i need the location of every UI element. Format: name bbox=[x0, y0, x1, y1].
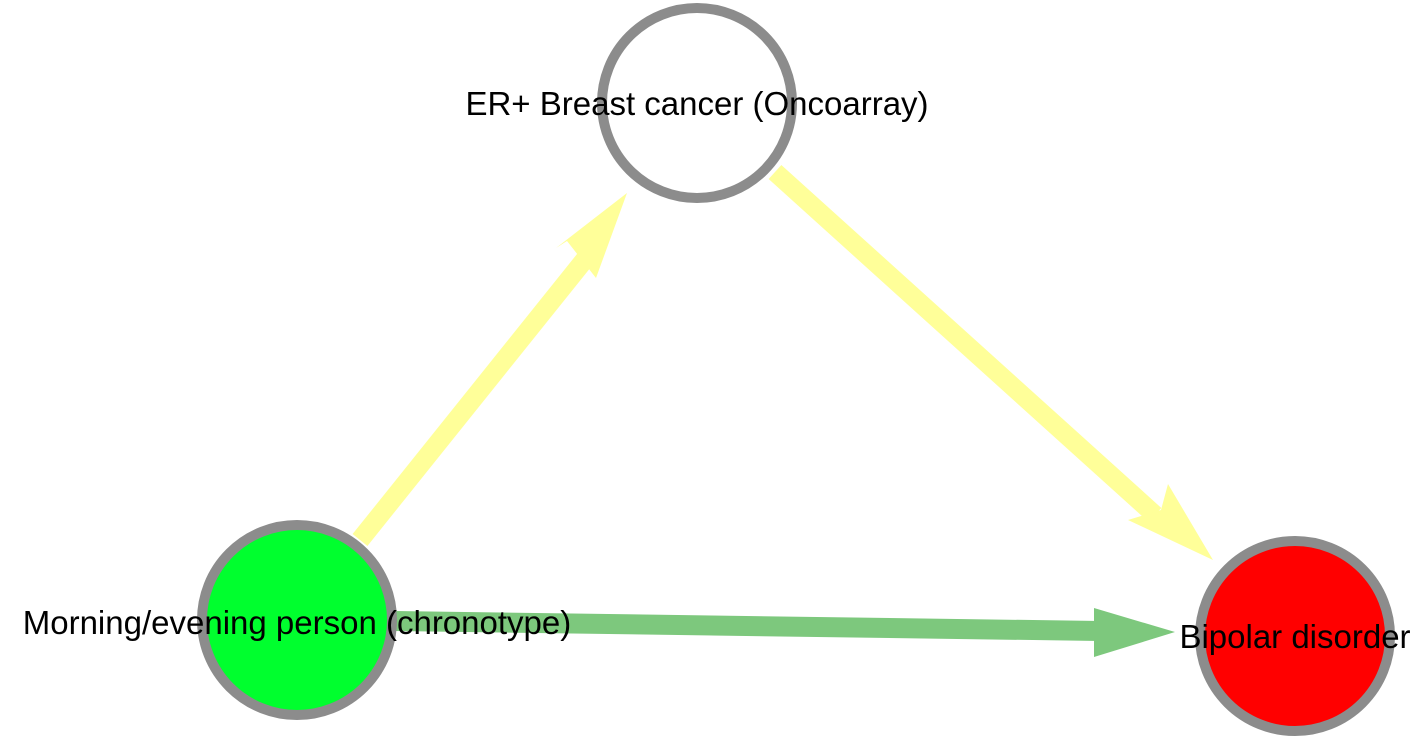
node-circle bbox=[197, 520, 397, 720]
node-er-breast-cancer[interactable]: ER+ Breast cancer (Oncoarray) bbox=[465, 3, 929, 203]
node-circle bbox=[597, 3, 797, 203]
edge-chronotype-to-bipolar bbox=[394, 608, 1175, 657]
edge-line bbox=[768, 164, 1162, 523]
node-label: Bipolar disorder bbox=[1179, 618, 1410, 655]
edge-chronotype-to-breast-cancer bbox=[352, 193, 627, 546]
node-label: ER+ Breast cancer (Oncoarray) bbox=[465, 85, 928, 122]
arrowhead bbox=[1094, 608, 1175, 657]
node-circle bbox=[1195, 536, 1395, 736]
node-chronotype[interactable]: Morning/evening person (chronotype) bbox=[23, 520, 571, 720]
edge-line bbox=[394, 611, 1101, 641]
node-bipolar-disorder[interactable]: Bipolar disorder bbox=[1179, 536, 1411, 736]
node-label: Morning/evening person (chronotype) bbox=[23, 604, 571, 641]
edge-line bbox=[352, 252, 594, 546]
edge-breast-cancer-to-bipolar bbox=[768, 164, 1213, 560]
arrowhead bbox=[1128, 484, 1213, 560]
arrowhead bbox=[556, 193, 627, 278]
